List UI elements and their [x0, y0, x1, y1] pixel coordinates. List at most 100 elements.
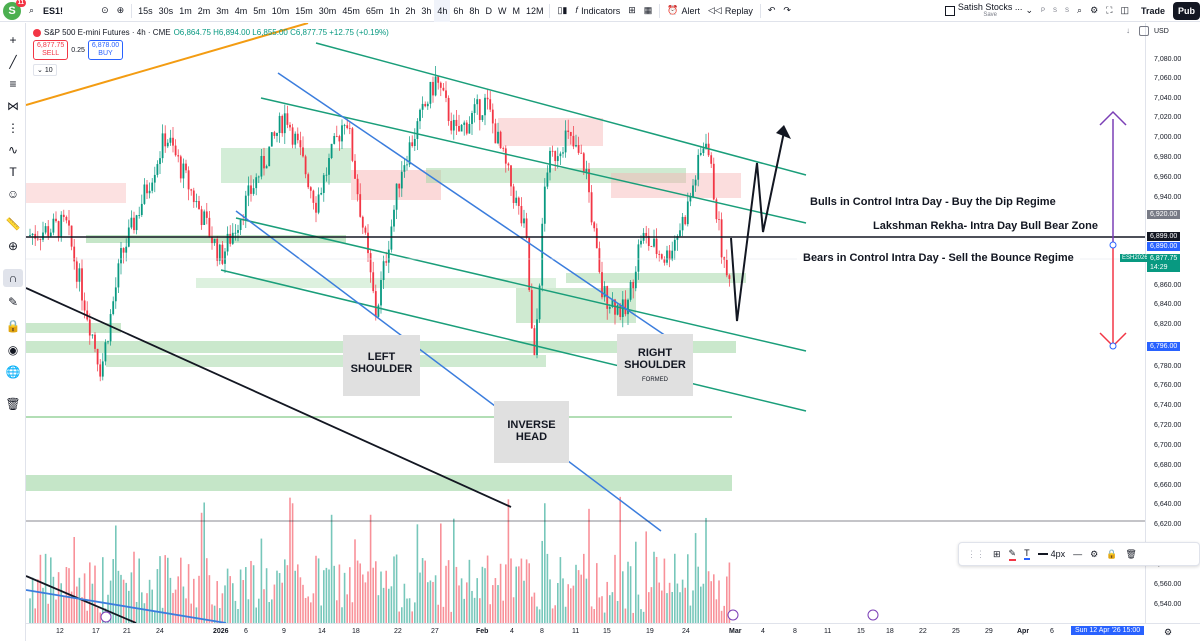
volume-bar	[406, 598, 408, 623]
interval-65m[interactable]: 65m	[365, 5, 384, 16]
redo-button[interactable]: ↷	[779, 0, 795, 22]
quick-search-button[interactable]: ⌕	[1073, 0, 1086, 22]
globe-icon[interactable]: 🌐	[5, 365, 21, 379]
candle-body	[647, 235, 650, 246]
volume-bar	[159, 556, 161, 623]
lock-icon[interactable]: 🔒	[5, 319, 21, 333]
volume-bar	[398, 611, 400, 623]
buy-button[interactable]: 6,878.00 BUY	[87, 40, 124, 60]
forecast-icon[interactable]: ⋮	[7, 121, 19, 135]
settings-button[interactable]: ⚙	[1086, 0, 1102, 22]
trendline-icon[interactable]: ╱	[9, 55, 17, 69]
letter-s1[interactable]: S	[1053, 7, 1058, 14]
interval-M[interactable]: M	[512, 5, 520, 16]
interval-30s[interactable]: 30s	[158, 5, 174, 16]
time-label: 4	[510, 628, 514, 635]
volume-bar	[315, 555, 317, 623]
layout-menu-button[interactable]: Satish Stocks ... Save ⌄	[941, 0, 1037, 22]
crosshair-icon[interactable]: +	[9, 33, 17, 47]
snapshot-button[interactable]: ◫	[1116, 0, 1133, 22]
fib-icon[interactable]: ≡	[9, 77, 17, 91]
user-avatar[interactable]: S 11	[3, 0, 26, 20]
magnet-icon[interactable]: ∩	[3, 269, 23, 287]
interval-2h[interactable]: 2h	[405, 5, 416, 16]
undo-button[interactable]: ↶	[764, 0, 780, 22]
eye-icon[interactable]: ◉	[7, 343, 19, 357]
drag-handle-icon[interactable]: ⋮⋮	[967, 548, 985, 559]
ruler-icon[interactable]: 📏	[5, 217, 21, 231]
fullscreen-icon: ⛶	[1106, 5, 1113, 15]
line-width-icon[interactable]: 4px	[1037, 549, 1065, 559]
interval-5m[interactable]: 5m	[253, 5, 266, 16]
price-label: 7,040.00	[1154, 95, 1182, 102]
line-style-icon[interactable]: —	[1073, 549, 1083, 559]
brush-icon[interactable]: ∿	[7, 143, 19, 157]
text-color-icon[interactable]: T	[1024, 548, 1030, 560]
alert-button[interactable]: ⏰ Alert	[663, 0, 704, 22]
layouts-button[interactable]: ▦	[640, 0, 657, 22]
replay-button[interactable]: ◁◁ Replay	[704, 0, 757, 22]
legend-title[interactable]: S&P 500 E-mini Futures · 4h · CME	[44, 28, 171, 37]
smile-icon[interactable]: ☺	[6, 187, 20, 201]
gear-icon[interactable]: ⚙	[1164, 627, 1173, 637]
sell-button[interactable]: 6,877.75 SELL	[33, 40, 69, 60]
interval-4m[interactable]: 4m	[234, 5, 248, 16]
interval-D[interactable]: D	[485, 5, 492, 16]
zoom-icon[interactable]: ⊕	[7, 239, 19, 253]
volume-bar	[445, 565, 447, 623]
currency-label[interactable]: USD	[1154, 28, 1169, 35]
symbol-search-button[interactable]: ⌕ ES1!	[25, 0, 97, 22]
pattern-icon[interactable]: ⋈	[7, 99, 19, 113]
templates-icon[interactable]: ⊞	[993, 548, 1001, 559]
templates-button[interactable]: ⊞	[624, 0, 640, 22]
text-icon[interactable]: T	[9, 165, 17, 179]
candle-body	[278, 115, 281, 133]
lock-icon[interactable]: 🔒	[1106, 548, 1118, 559]
indicators-button[interactable]: 𝑓 Indicators	[571, 0, 624, 22]
price-scale[interactable]: USD ↓ 7,080.00 7,060.00 7,040.00 7,020.00 7,…	[1120, 23, 1200, 623]
interval-30m[interactable]: 30m	[318, 5, 337, 16]
publish-button[interactable]: Pub	[1173, 1, 1200, 20]
volume-setting[interactable]: ⌄ 10	[33, 64, 57, 76]
scale-chevron-icon[interactable]: ↓	[1126, 26, 1130, 35]
scale-settings-icon[interactable]	[1139, 26, 1149, 36]
interval-W[interactable]: W	[497, 5, 507, 16]
bears-annotation[interactable]: Bears in Control Intra Day - Sell the Bo…	[797, 251, 1080, 265]
interval-2m[interactable]: 2m	[197, 5, 211, 16]
chart-canvas[interactable]	[26, 23, 1145, 623]
interval-12M[interactable]: 12M	[525, 5, 544, 16]
bulls-annotation[interactable]: Bulls in Control Intra Day - Buy the Dip…	[804, 195, 1062, 209]
time-label: 11	[824, 628, 832, 635]
letter-p[interactable]: P	[1040, 7, 1045, 14]
pencil-icon[interactable]: ✎	[1008, 548, 1017, 561]
right-shoulder-box[interactable]: RIGHT SHOULDER FORMED	[617, 334, 693, 396]
chart-pane[interactable]	[26, 23, 1145, 623]
trade-button[interactable]: Trade	[1140, 5, 1165, 16]
interval-10m[interactable]: 10m	[271, 5, 290, 16]
fullscreen-button[interactable]: ⛶	[1102, 0, 1116, 22]
interval-6h[interactable]: 6h	[453, 5, 464, 16]
price-label: 6,640.00	[1154, 501, 1182, 508]
inverse-head-label[interactable]: INVERSE HEAD	[494, 401, 569, 463]
interval-3h[interactable]: 3h	[421, 5, 432, 16]
compare-icon[interactable]: ⊙	[101, 5, 109, 15]
interval-45m[interactable]: 45m	[342, 5, 360, 16]
settings-icon[interactable]: ⚙	[1090, 548, 1099, 559]
trash-icon[interactable]: 🗑	[5, 397, 21, 411]
trash-icon[interactable]: 🗑	[1125, 548, 1137, 559]
interval-4h[interactable]: 4h	[434, 0, 451, 22]
letter-s2[interactable]: S	[1065, 7, 1070, 14]
add-symbol-icon[interactable]: ⊕	[116, 5, 125, 15]
left-shoulder-label[interactable]: LEFT SHOULDER	[343, 335, 420, 396]
stay-drawing-icon[interactable]: ✎	[7, 295, 19, 309]
chart-type-button[interactable]: ▯▮	[553, 0, 571, 22]
interval-1h[interactable]: 1h	[389, 5, 400, 16]
time-axis[interactable]: 12 17 21 24 2026 6 9 14 18 22 27 Feb 4 8 11 15 19 24 Mar 4 8…	[26, 623, 1200, 641]
lakshman-annotation[interactable]: Lakshman Rekha- Intra Day Bull Bear Zone	[867, 219, 1104, 233]
interval-8h[interactable]: 8h	[469, 5, 480, 16]
interval-15m[interactable]: 15m	[295, 5, 313, 16]
price-label: 7,020.00	[1154, 114, 1182, 121]
interval-3m[interactable]: 3m	[216, 5, 229, 16]
interval-15s[interactable]: 15s	[138, 5, 153, 16]
interval-1m[interactable]: 1m	[179, 5, 192, 16]
